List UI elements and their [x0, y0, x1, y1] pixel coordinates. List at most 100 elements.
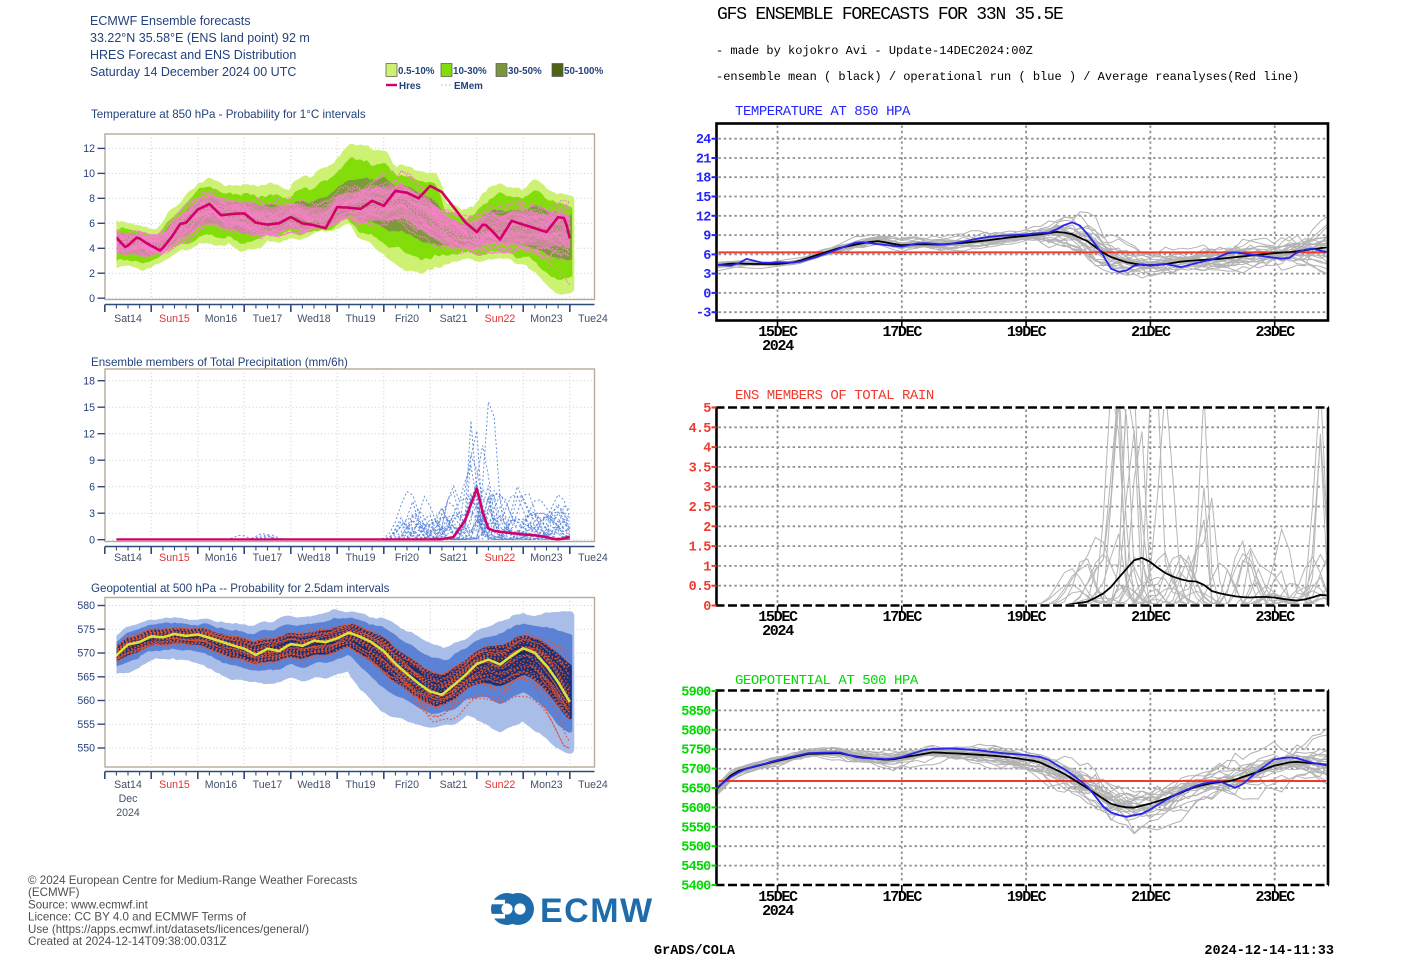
svg-text:5550: 5550 — [681, 821, 711, 836]
svg-text:Sun22: Sun22 — [485, 313, 516, 325]
svg-text:Ensemble members of Total Prec: Ensemble members of Total Precipitation … — [91, 356, 348, 369]
svg-text:10: 10 — [83, 168, 95, 180]
svg-text:30-50%: 30-50% — [508, 66, 542, 77]
svg-text:Wed18: Wed18 — [297, 779, 330, 791]
svg-text:21DEC: 21DEC — [1131, 324, 1171, 341]
svg-text:HRES Forecast and ENS Distribu: HRES Forecast and ENS Distribution — [90, 48, 296, 62]
svg-text:Use (https://apps.ecmwf.int/da: Use (https://apps.ecmwf.int/datasets/lic… — [28, 923, 309, 936]
svg-text:Sun15: Sun15 — [159, 552, 190, 564]
svg-text:15: 15 — [696, 191, 711, 206]
svg-text:Sat21: Sat21 — [440, 313, 468, 325]
svg-text:Tue24: Tue24 — [578, 552, 608, 564]
svg-text:Temperature at 850 hPa - Proba: Temperature at 850 hPa - Probability for… — [91, 108, 366, 121]
svg-text:21DEC: 21DEC — [1131, 609, 1171, 626]
svg-text:580: 580 — [77, 600, 95, 612]
svg-text:555: 555 — [77, 719, 95, 731]
svg-text:19DEC: 19DEC — [1007, 324, 1047, 341]
svg-text:6: 6 — [89, 218, 95, 230]
svg-text:3: 3 — [703, 481, 711, 496]
svg-text:Fri20: Fri20 — [395, 779, 419, 791]
svg-text:Sat21: Sat21 — [440, 552, 468, 564]
svg-text:Tue17: Tue17 — [253, 779, 283, 791]
svg-text:5850: 5850 — [681, 705, 711, 720]
svg-text:550: 550 — [77, 743, 95, 755]
svg-text:2024-12-14-11:33: 2024-12-14-11:33 — [1204, 944, 1334, 959]
svg-text:Sat14: Sat14 — [114, 313, 142, 325]
svg-text:565: 565 — [77, 671, 95, 683]
svg-text:23DEC: 23DEC — [1255, 889, 1295, 906]
svg-text:5450: 5450 — [681, 860, 711, 875]
svg-text:Sat21: Sat21 — [440, 779, 468, 791]
svg-text:0.5: 0.5 — [689, 580, 712, 595]
svg-text:21DEC: 21DEC — [1131, 889, 1171, 906]
svg-text:21: 21 — [696, 153, 711, 168]
svg-text:Sun22: Sun22 — [485, 779, 516, 791]
svg-text:Thu19: Thu19 — [345, 552, 375, 564]
svg-text:1: 1 — [703, 560, 711, 575]
svg-text:5750: 5750 — [681, 744, 711, 759]
svg-text:15DEC: 15DEC — [758, 324, 798, 341]
svg-text:5700: 5700 — [681, 763, 711, 778]
svg-text:Thu19: Thu19 — [345, 779, 375, 791]
svg-text:570: 570 — [77, 648, 95, 660]
svg-text:3: 3 — [89, 508, 95, 520]
svg-text:GFS ENSEMBLE FORECASTS FOR 33N: GFS ENSEMBLE FORECASTS FOR 33N 35.5E — [717, 5, 1063, 25]
svg-text:Created at 2024-12-14T09:38:00: Created at 2024-12-14T09:38:00.031Z — [28, 935, 227, 948]
svg-text:Mon23: Mon23 — [530, 313, 562, 325]
svg-text:4: 4 — [89, 243, 95, 255]
svg-text:ECMWF Ensemble forecasts: ECMWF Ensemble forecasts — [90, 14, 250, 28]
svg-text:2024: 2024 — [762, 338, 794, 355]
svg-text:2024: 2024 — [762, 903, 794, 920]
svg-text:0: 0 — [703, 287, 711, 302]
svg-text:5400: 5400 — [681, 880, 711, 895]
svg-text:Mon23: Mon23 — [530, 779, 562, 791]
svg-text:Sat14: Sat14 — [114, 552, 142, 564]
svg-text:18: 18 — [696, 172, 711, 187]
svg-text:15: 15 — [83, 402, 95, 414]
svg-text:5: 5 — [703, 402, 711, 417]
svg-text:EMem: EMem — [454, 81, 483, 92]
svg-text:0: 0 — [89, 534, 95, 546]
svg-text:ENS MEMBERS OF TOTAL RAIN: ENS MEMBERS OF TOTAL RAIN — [735, 388, 934, 404]
svg-text:9: 9 — [89, 455, 95, 467]
svg-text:Fri20: Fri20 — [395, 552, 419, 564]
svg-text:TEMPERATURE AT 850 HPA: TEMPERATURE AT 850 HPA — [735, 104, 911, 120]
svg-text:10-30%: 10-30% — [453, 66, 487, 77]
svg-text:-ensemble mean ( black) / oper: -ensemble mean ( black) / operational ru… — [716, 70, 1299, 84]
svg-text:15DEC: 15DEC — [758, 889, 798, 906]
svg-text:3.5: 3.5 — [689, 461, 712, 476]
svg-text:Fri20: Fri20 — [395, 313, 419, 325]
svg-text:24: 24 — [696, 133, 711, 148]
svg-text:0: 0 — [89, 293, 95, 305]
svg-text:Mon23: Mon23 — [530, 552, 562, 564]
svg-text:12: 12 — [83, 428, 95, 440]
svg-text:Geopotential at 500 hPa -- Pro: Geopotential at 500 hPa -- Probability f… — [91, 582, 390, 595]
svg-text:18: 18 — [83, 375, 95, 387]
svg-text:Tue17: Tue17 — [253, 313, 283, 325]
svg-text:19DEC: 19DEC — [1007, 889, 1047, 906]
svg-text:5600: 5600 — [681, 802, 711, 817]
svg-text:5500: 5500 — [681, 841, 711, 856]
svg-text:Tue17: Tue17 — [253, 552, 283, 564]
svg-text:19DEC: 19DEC — [1007, 609, 1047, 626]
svg-text:Sun22: Sun22 — [485, 552, 516, 564]
svg-text:6: 6 — [89, 481, 95, 493]
svg-text:3: 3 — [703, 268, 711, 283]
svg-text:GrADS/COLA: GrADS/COLA — [654, 944, 736, 959]
svg-text:2: 2 — [703, 521, 711, 536]
svg-text:0.5-10%: 0.5-10% — [398, 66, 435, 77]
svg-text:5800: 5800 — [681, 724, 711, 739]
svg-text:6: 6 — [703, 249, 711, 264]
svg-text:23DEC: 23DEC — [1255, 609, 1295, 626]
svg-text:GEOPOTENTIAL AT 500 HPA: GEOPOTENTIAL AT 500 HPA — [735, 673, 919, 689]
svg-text:Mon16: Mon16 — [205, 552, 237, 564]
svg-text:12: 12 — [83, 143, 95, 155]
svg-text:Saturday 14 December 2024 00 U: Saturday 14 December 2024 00 UTC — [90, 65, 296, 79]
svg-text:(ECMWF): (ECMWF) — [28, 886, 80, 899]
svg-text:Licence: CC BY 4.0 and ECMWF T: Licence: CC BY 4.0 and ECMWF Terms of — [28, 911, 247, 924]
svg-text:Mon16: Mon16 — [205, 779, 237, 791]
svg-text:5900: 5900 — [681, 686, 711, 701]
svg-text:Dec: Dec — [119, 793, 139, 805]
svg-text:Sun15: Sun15 — [159, 313, 190, 325]
svg-text:17DEC: 17DEC — [883, 889, 923, 906]
